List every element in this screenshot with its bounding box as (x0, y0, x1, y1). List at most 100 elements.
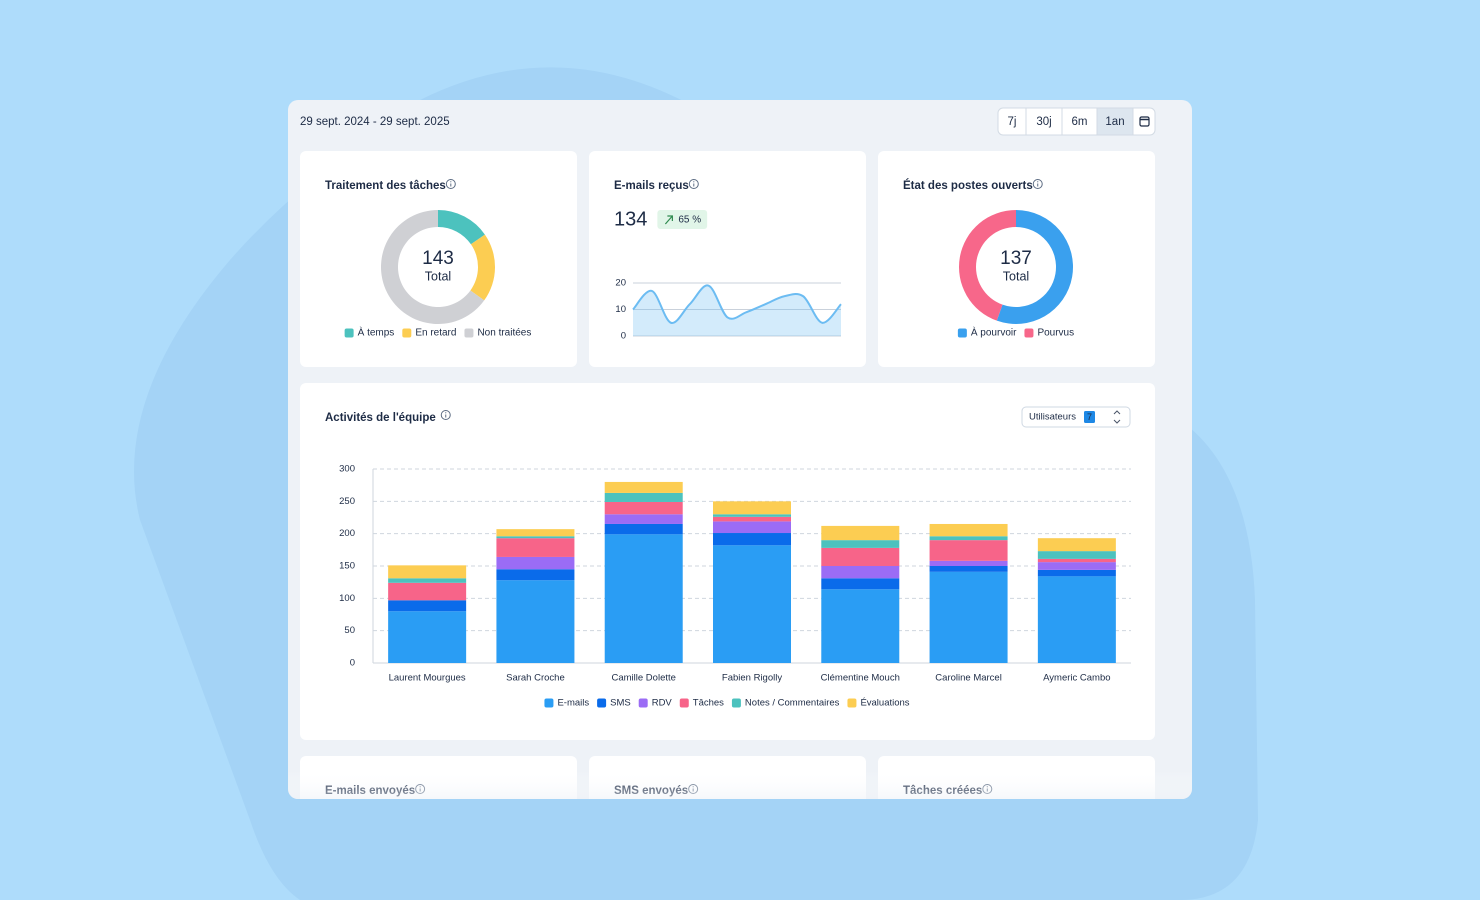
x-tick-label: Camille Dolette (612, 673, 676, 684)
bar-segment (1037, 551, 1116, 559)
y-tick-label: 20 (615, 278, 626, 289)
legend-label: Notes / Commentaires (745, 698, 840, 709)
x-tick-label: Caroline Marcel (935, 673, 1002, 684)
x-tick-label: Aymeric Cambo (1043, 673, 1110, 684)
legend-label: À temps (358, 326, 395, 339)
info-dot (450, 181, 452, 183)
x-tick-label: Fabien Rigolly (722, 673, 782, 684)
trend-arrow (664, 215, 673, 225)
y-tick-label: 0 (350, 658, 355, 669)
filter-label: Utilisateurs (1029, 412, 1076, 423)
kpi-value: 134 (614, 208, 647, 230)
x-tick-label: Sarah Croche (506, 673, 565, 684)
legend-swatch (597, 698, 607, 708)
bar-segment (496, 538, 575, 557)
bar-segment (821, 589, 900, 663)
info-icon (445, 179, 456, 189)
bar-segment (713, 516, 791, 522)
legend-label: RDV (652, 698, 673, 709)
bar-segment (604, 523, 683, 535)
y-tick-label: 0 (621, 331, 626, 342)
donut-segment (470, 234, 496, 301)
user-filter[interactable] (1021, 406, 1131, 428)
bar-segment (496, 536, 575, 539)
bar-segment (496, 569, 575, 581)
range-button[interactable]: 6m (1072, 116, 1088, 128)
legend-label: SMS (610, 698, 631, 709)
bar-segment (929, 523, 1008, 537)
card (300, 151, 577, 367)
calendar-button[interactable] (1139, 116, 1150, 127)
legend-swatch (847, 698, 857, 708)
calendar-icon (1139, 116, 1150, 127)
info-dot (693, 181, 695, 183)
dashboard-panel: 29 sept. 2024 - 29 sept. 2025 7j 30j 6m 1an T… (288, 100, 1192, 799)
bar-segment (388, 565, 467, 579)
info-circle (1032, 179, 1043, 189)
area-fill (633, 285, 841, 336)
legend: E-mails SMS RDV Tâches Notes / Commentaires É… (544, 698, 910, 709)
bar-segment (821, 566, 900, 579)
info-icon (440, 410, 451, 420)
y-tick-label: 50 (344, 625, 355, 636)
range-button-active[interactable] (1097, 108, 1133, 135)
bar-segment (496, 556, 575, 570)
info-dot (445, 412, 447, 414)
donut-segment (959, 210, 1016, 321)
legend-label: Pourvus (1037, 328, 1074, 339)
bar-segment (604, 492, 683, 502)
bar-segment (713, 514, 791, 517)
donut-total: 137 (1000, 248, 1032, 269)
legend-label: Évaluations (860, 698, 909, 709)
range-button[interactable]: 1an (1105, 116, 1124, 128)
x-tick-label: Clémentine Mouch (821, 673, 900, 684)
date-range: 29 sept. 2024 - 29 sept. 2025 (300, 116, 450, 128)
legend-swatch (638, 698, 648, 708)
donut-segment (996, 210, 1073, 324)
card-title: Traitement des tâches (325, 180, 446, 192)
bar-segment (929, 540, 1008, 561)
legend-swatch (402, 328, 412, 338)
card-title: Activités de l'équipe (325, 412, 436, 424)
info-circle (440, 410, 451, 420)
bar-segment (713, 545, 791, 663)
info-icon (688, 179, 699, 189)
card-title: État des postes ouverts (903, 179, 1033, 192)
bar-segment (1037, 558, 1116, 563)
card-title: E-mails reçus (614, 180, 689, 192)
bar-segment (713, 501, 791, 515)
bar-segment (1037, 576, 1116, 663)
y-tick-label: 200 (339, 528, 355, 539)
donut-total-label: Total (425, 269, 451, 283)
legend-swatch (344, 328, 354, 338)
donut-total-label: Total (1003, 269, 1029, 283)
bar-segment (713, 521, 791, 534)
bar-segment (496, 580, 575, 663)
legend-swatch (464, 328, 474, 338)
filter-count: 7 (1087, 412, 1092, 422)
change-badge (657, 210, 708, 229)
y-tick-label: 150 (339, 561, 355, 572)
bar-segment (388, 578, 467, 583)
legend-label: Tâches (693, 698, 724, 709)
legend-swatch (731, 698, 741, 708)
range-button[interactable]: 30j (1036, 116, 1051, 128)
area-line (632, 284, 842, 324)
legend-label: Non traitées (477, 328, 531, 339)
bar-segment (821, 540, 900, 548)
info-dot (1037, 181, 1039, 183)
bar-segment (604, 501, 683, 515)
bar-segment (496, 529, 575, 537)
bar-segment (604, 534, 683, 663)
y-tick-label: 10 (615, 304, 626, 315)
info-circle (688, 179, 699, 189)
range-button[interactable]: 7j (1008, 116, 1017, 128)
bar-segment (1037, 538, 1116, 552)
filter-badge (1084, 411, 1095, 423)
legend: À pourvoir Pourvus (957, 326, 1074, 339)
bar-segment (1037, 569, 1116, 577)
bar-segment (929, 566, 1008, 572)
legend-swatch (1024, 328, 1034, 338)
bar-segment (713, 533, 791, 546)
